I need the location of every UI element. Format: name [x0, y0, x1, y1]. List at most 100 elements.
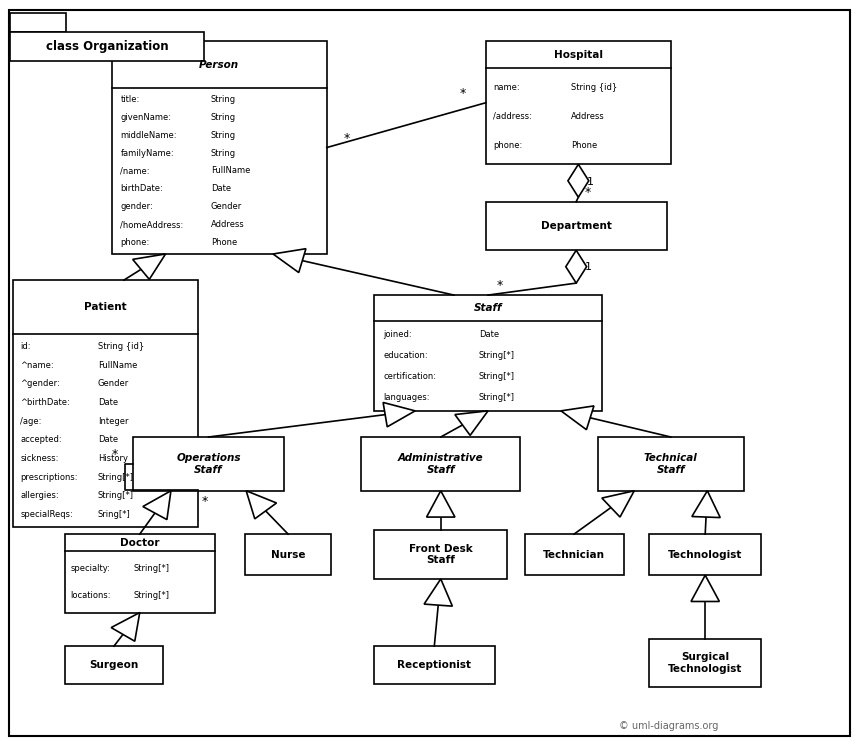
Bar	[64, 646, 163, 684]
Text: Department: Department	[541, 221, 611, 231]
Bar	[486, 202, 666, 250]
Text: Hospital: Hospital	[554, 49, 603, 60]
Text: Technologist: Technologist	[668, 550, 742, 560]
Text: Address: Address	[211, 220, 244, 229]
Text: Staff: Staff	[474, 303, 502, 313]
Text: String {id}: String {id}	[571, 83, 617, 92]
Polygon shape	[143, 491, 171, 520]
Text: sickness:: sickness:	[21, 454, 58, 463]
Text: *: *	[202, 495, 208, 508]
Text: Technical
Staff: Technical Staff	[644, 453, 697, 474]
Text: History: History	[98, 454, 128, 463]
Text: Receptionist: Receptionist	[397, 660, 471, 670]
Text: /homeAddress:: /homeAddress:	[120, 220, 184, 229]
Text: String[*]: String[*]	[98, 492, 134, 500]
Text: languages:: languages:	[384, 393, 430, 402]
Text: phone:: phone:	[120, 238, 150, 247]
Text: specialty:: specialty:	[71, 564, 110, 573]
Text: Nurse: Nurse	[271, 550, 305, 560]
Text: String[*]: String[*]	[479, 350, 515, 360]
Text: Gender: Gender	[211, 202, 242, 211]
Text: Date: Date	[211, 185, 230, 193]
Bar	[525, 534, 624, 575]
Text: *: *	[585, 186, 591, 199]
Polygon shape	[132, 254, 165, 279]
Text: String: String	[211, 149, 236, 158]
Text: Doctor: Doctor	[120, 538, 159, 548]
Bar	[598, 437, 744, 491]
Text: Phone: Phone	[571, 141, 597, 150]
Text: accepted:: accepted:	[21, 436, 62, 444]
Text: FullName: FullName	[211, 167, 250, 176]
Text: FullName: FullName	[98, 361, 138, 370]
Text: Date: Date	[98, 436, 118, 444]
Text: *: *	[112, 448, 118, 461]
Polygon shape	[602, 491, 634, 517]
Text: education:: education:	[384, 350, 427, 360]
Text: birthDate:: birthDate:	[120, 185, 163, 193]
Polygon shape	[111, 613, 139, 641]
Text: prescriptions:: prescriptions:	[21, 473, 77, 482]
Polygon shape	[424, 579, 452, 606]
Text: Operations
Staff: Operations Staff	[176, 453, 241, 474]
Text: String[*]: String[*]	[479, 372, 515, 381]
Text: Phone: Phone	[211, 238, 237, 247]
Bar	[374, 646, 494, 684]
Text: Address: Address	[571, 112, 605, 121]
Text: specialReqs:: specialReqs:	[21, 510, 73, 519]
Text: /address:: /address:	[494, 112, 532, 121]
Text: /name:: /name:	[120, 167, 150, 176]
Text: Date: Date	[98, 398, 118, 407]
Polygon shape	[568, 164, 589, 197]
Text: familyName:: familyName:	[120, 149, 174, 158]
Bar	[245, 534, 331, 575]
Text: class Organization: class Organization	[46, 40, 169, 53]
Text: 1: 1	[587, 176, 594, 187]
Text: String: String	[211, 95, 236, 104]
Polygon shape	[246, 491, 277, 519]
Bar	[13, 280, 198, 527]
Bar	[361, 437, 520, 491]
Bar	[374, 530, 507, 579]
Bar	[64, 534, 215, 613]
Bar	[10, 13, 66, 32]
Text: String: String	[211, 131, 236, 140]
Text: String[*]: String[*]	[134, 591, 169, 600]
Text: ^name:: ^name:	[21, 361, 54, 370]
Polygon shape	[691, 575, 719, 601]
Text: String[*]: String[*]	[98, 473, 134, 482]
Text: Integer: Integer	[98, 417, 128, 426]
Text: Patient: Patient	[84, 303, 126, 312]
Text: *: *	[497, 279, 503, 292]
Text: certification:: certification:	[384, 372, 436, 381]
Text: Surgeon: Surgeon	[89, 660, 138, 670]
Bar	[10, 32, 204, 61]
Text: *: *	[344, 131, 350, 145]
Text: Front Desk
Staff: Front Desk Staff	[408, 544, 473, 565]
Text: joined:: joined:	[384, 329, 412, 338]
Text: String[*]: String[*]	[134, 564, 169, 573]
Text: phone:: phone:	[494, 141, 523, 150]
Polygon shape	[455, 411, 488, 436]
Text: title:: title:	[120, 95, 139, 104]
Polygon shape	[561, 406, 594, 430]
Bar	[649, 534, 761, 575]
Text: String {id}: String {id}	[98, 342, 144, 351]
Text: Sring[*]: Sring[*]	[98, 510, 131, 519]
Text: allergies:: allergies:	[21, 492, 59, 500]
Bar	[486, 41, 671, 164]
Text: ^gender:: ^gender:	[21, 379, 60, 388]
Text: middleName:: middleName:	[120, 131, 177, 140]
Polygon shape	[273, 249, 306, 273]
Text: givenName:: givenName:	[120, 113, 171, 122]
Text: Gender: Gender	[98, 379, 129, 388]
Polygon shape	[383, 403, 415, 427]
Text: Administrative
Staff: Administrative Staff	[398, 453, 483, 474]
Text: © uml-diagrams.org: © uml-diagrams.org	[619, 721, 719, 731]
Bar	[649, 639, 761, 687]
Text: ^birthDate:: ^birthDate:	[21, 398, 70, 407]
Text: String: String	[211, 113, 236, 122]
Text: Person: Person	[200, 60, 239, 69]
Text: name:: name:	[494, 83, 520, 92]
Text: *: *	[460, 87, 466, 100]
